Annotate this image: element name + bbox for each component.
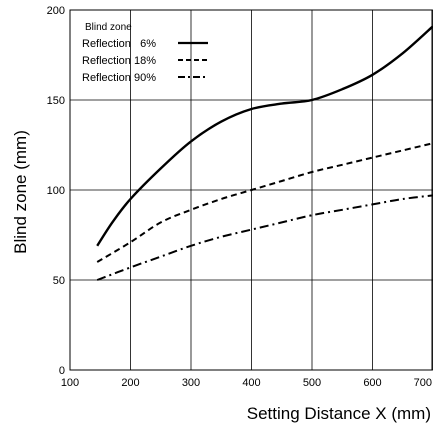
series-lines	[96, 25, 433, 281]
x-tick-label: 700	[414, 377, 432, 389]
plot-frame	[69, 9, 433, 371]
x-tick-labels: 100 200 300 400 500 600 700	[61, 377, 432, 389]
x-tick-label: 500	[303, 377, 321, 389]
y-tick-label: 0	[59, 365, 65, 377]
legend-label-90: Reflection 90%	[82, 72, 156, 84]
series-line-90pct	[96, 194, 433, 281]
y-tick-label: 50	[53, 275, 65, 287]
y-tick-label: 100	[47, 185, 65, 197]
x-axis-label: Setting Distance X (mm)	[247, 404, 431, 423]
series-line-18pct	[96, 142, 433, 263]
x-tick-label: 400	[242, 377, 260, 389]
x-tick-label: 300	[182, 377, 200, 389]
series-line-6pct	[96, 25, 433, 247]
x-tick-label: 600	[363, 377, 381, 389]
y-axis-label: Blind zone (mm)	[11, 130, 30, 254]
legend-label-6: Reflection 6%	[82, 38, 156, 50]
legend-label-18: Reflection 18%	[82, 55, 156, 67]
x-tick-label: 100	[61, 377, 79, 389]
legend-title: Blind zone	[85, 22, 132, 33]
legend: Blind zone Reflection 6% Reflection 18% …	[82, 22, 208, 84]
y-tick-labels: 0 50 100 150 200	[47, 5, 65, 377]
y-tick-label: 150	[47, 95, 65, 107]
y-tick-label: 200	[47, 5, 65, 17]
x-tick-label: 200	[121, 377, 139, 389]
